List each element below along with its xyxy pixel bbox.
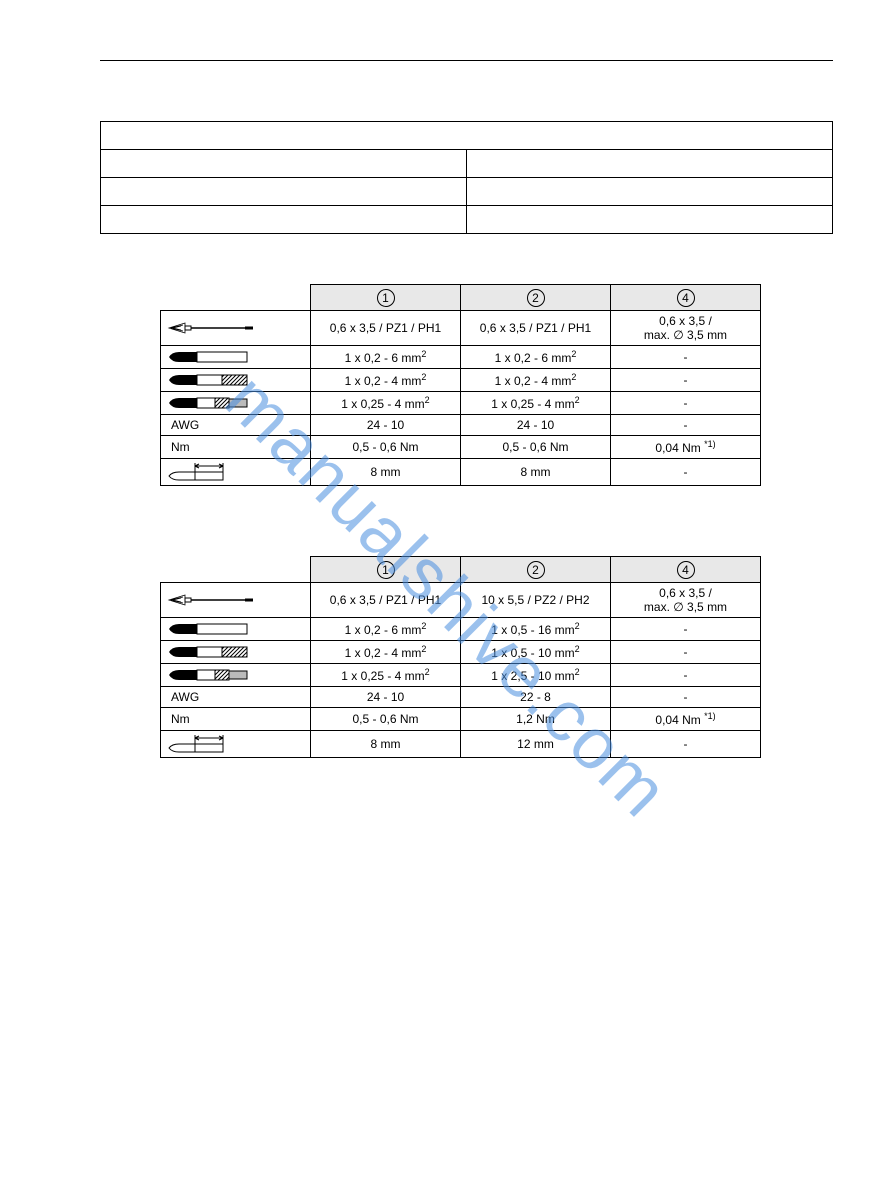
col-header-4: 4	[611, 557, 761, 583]
wire-stranded-icon	[161, 369, 311, 392]
table-cell: 8 mm	[461, 459, 611, 486]
circled-2-icon: 2	[527, 561, 545, 579]
table-cell: 1 x 0,5 - 10 mm2	[461, 641, 611, 664]
table-row: 1 x 0,25 - 4 mm2 1 x 2,5 - 10 mm2 -	[161, 664, 761, 687]
col-header-2: 2	[461, 285, 611, 311]
row-label-awg: AWG	[161, 415, 311, 436]
wire-ferrule-icon	[161, 392, 311, 415]
top-table-cell	[467, 150, 833, 178]
top-table-cell	[467, 178, 833, 206]
strip-length-icon	[161, 459, 311, 486]
wire-solid-icon	[161, 346, 311, 369]
table-cell: 0,6 x 3,5 / PZ1 / PH1	[461, 311, 611, 346]
table-cell: -	[611, 369, 761, 392]
col-header-1: 1	[311, 285, 461, 311]
spec-table-1: 1 2 4 0,6 x 3,5 / PZ1 / PH1 0,6 x 3,5 / …	[160, 284, 761, 486]
table-row: 0,6 x 3,5 / PZ1 / PH1 10 x 5,5 / PZ2 / P…	[161, 583, 761, 618]
table-cell: 1 x 0,5 - 16 mm2	[461, 618, 611, 641]
circled-4-icon: 4	[677, 289, 695, 307]
top-table-cell	[467, 206, 833, 234]
top-table-cell	[101, 150, 467, 178]
table-cell: 1 x 0,25 - 4 mm2	[311, 392, 461, 415]
wire-stranded-icon	[161, 641, 311, 664]
table-cell: 8 mm	[311, 459, 461, 486]
table-cell: 24 - 10	[311, 415, 461, 436]
table-cell: -	[611, 459, 761, 486]
table-cell: 1 x 2,5 - 10 mm2	[461, 664, 611, 687]
table-row: 8 mm 8 mm -	[161, 459, 761, 486]
row-label-awg: AWG	[161, 687, 311, 708]
strip-length-icon	[161, 731, 311, 758]
table-cell: -	[611, 664, 761, 687]
wire-ferrule-icon	[161, 664, 311, 687]
table-row: Nm 0,5 - 0,6 Nm 0,5 - 0,6 Nm 0,04 Nm *1)	[161, 436, 761, 459]
table-cell: 0,04 Nm *1)	[611, 708, 761, 731]
table-cell: 8 mm	[311, 731, 461, 758]
circled-4-icon: 4	[677, 561, 695, 579]
top-table-header	[101, 122, 833, 150]
screwdriver-icon	[161, 583, 311, 618]
table-cell: 10 x 5,5 / PZ2 / PH2	[461, 583, 611, 618]
table-row: 8 mm 12 mm -	[161, 731, 761, 758]
table-row: 1 x 0,2 - 4 mm2 1 x 0,5 - 10 mm2 -	[161, 641, 761, 664]
table-row: 1 x 0,2 - 6 mm2 1 x 0,5 - 16 mm2 -	[161, 618, 761, 641]
table-cell: 1 x 0,25 - 4 mm2	[461, 392, 611, 415]
table-cell: 1 x 0,2 - 4 mm2	[311, 641, 461, 664]
table-cell: 24 - 10	[311, 687, 461, 708]
table-row: Nm 0,5 - 0,6 Nm 1,2 Nm 0,04 Nm *1)	[161, 708, 761, 731]
table-cell: 0,6 x 3,5 / PZ1 / PH1	[311, 583, 461, 618]
wire-solid-icon	[161, 618, 311, 641]
header-divider	[100, 60, 833, 61]
table-cell: 1 x 0,2 - 4 mm2	[461, 369, 611, 392]
table-row: AWG 24 - 10 22 - 8 -	[161, 687, 761, 708]
table-cell: -	[611, 346, 761, 369]
col-header-2: 2	[461, 557, 611, 583]
table-cell: 0,5 - 0,6 Nm	[311, 708, 461, 731]
row-label-nm: Nm	[161, 708, 311, 731]
row-label-nm: Nm	[161, 436, 311, 459]
table-cell: 0,04 Nm *1)	[611, 436, 761, 459]
top-category-table	[100, 121, 833, 234]
table-cell: 24 - 10	[461, 415, 611, 436]
table-cell: 1 x 0,2 - 6 mm2	[311, 346, 461, 369]
circled-2-icon: 2	[527, 289, 545, 307]
table-cell: 1 x 0,2 - 4 mm2	[311, 369, 461, 392]
table-row: 1 x 0,2 - 4 mm2 1 x 0,2 - 4 mm2 -	[161, 369, 761, 392]
table-cell: 0,6 x 3,5 / PZ1 / PH1	[311, 311, 461, 346]
table-cell: 0,5 - 0,6 Nm	[311, 436, 461, 459]
table-cell: 1 x 0,2 - 6 mm2	[461, 346, 611, 369]
table-cell: -	[611, 641, 761, 664]
table-cell: 1,2 Nm	[461, 708, 611, 731]
table-cell: 0,6 x 3,5 /max. ∅ 3,5 mm	[611, 311, 761, 346]
col-header-1: 1	[311, 557, 461, 583]
screwdriver-icon	[161, 311, 311, 346]
circled-1-icon: 1	[377, 561, 395, 579]
top-table-cell	[101, 206, 467, 234]
top-table-cell	[101, 178, 467, 206]
table-cell: -	[611, 731, 761, 758]
spec-table-2: 1 2 4 0,6 x 3,5 / PZ1 / PH1 10 x 5,5 / P…	[160, 556, 761, 758]
circled-1-icon: 1	[377, 289, 395, 307]
col-header-4: 4	[611, 285, 761, 311]
table-cell: -	[611, 415, 761, 436]
table-row: 1 x 0,25 - 4 mm2 1 x 0,25 - 4 mm2 -	[161, 392, 761, 415]
table-cell: 0,5 - 0,6 Nm	[461, 436, 611, 459]
table-cell: -	[611, 687, 761, 708]
table-cell: 22 - 8	[461, 687, 611, 708]
table-row: AWG 24 - 10 24 - 10 -	[161, 415, 761, 436]
blank-header	[161, 285, 311, 311]
table-cell: -	[611, 618, 761, 641]
table-cell: 12 mm	[461, 731, 611, 758]
table-row: 1 x 0,2 - 6 mm2 1 x 0,2 - 6 mm2 -	[161, 346, 761, 369]
table-cell: 1 x 0,2 - 6 mm2	[311, 618, 461, 641]
table-cell: 0,6 x 3,5 /max. ∅ 3,5 mm	[611, 583, 761, 618]
blank-header	[161, 557, 311, 583]
table-cell: -	[611, 392, 761, 415]
table-row: 0,6 x 3,5 / PZ1 / PH1 0,6 x 3,5 / PZ1 / …	[161, 311, 761, 346]
table-cell: 1 x 0,25 - 4 mm2	[311, 664, 461, 687]
